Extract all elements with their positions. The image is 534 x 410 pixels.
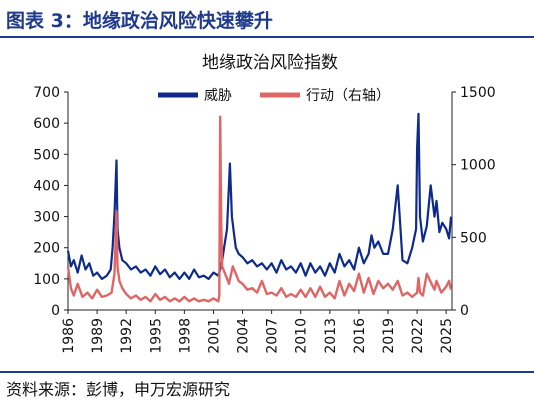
y-left-tick-label: 100: [33, 272, 60, 288]
plot-area: 0 100 200 300 400 500 600 700 0 500 1000 1500 1986 19…: [33, 85, 495, 354]
x-tick-label: 2007: [265, 318, 281, 354]
y-left-tick-label: 700: [33, 85, 60, 101]
legend-label-threat: 威胁: [204, 88, 232, 104]
footer-rule: [0, 371, 534, 373]
legend: 威胁 行动（右轴）: [158, 88, 390, 104]
y-left-tick-label: 0: [51, 303, 60, 319]
x-tick-label: 2001: [206, 318, 222, 354]
x-tick-label: 2025: [439, 318, 455, 354]
x-tick-label: 1989: [90, 318, 106, 354]
y-left-tick-label: 200: [33, 241, 60, 257]
series-line-threat: [66, 112, 453, 280]
y-left-tick-label: 500: [33, 147, 60, 163]
y-left-tick-label: 300: [33, 210, 60, 226]
x-tick-label: 1995: [148, 318, 164, 354]
chart-title: 地缘政治风险指数: [202, 53, 338, 73]
x-tick-label: 1986: [61, 318, 77, 354]
geopolitical-risk-chart: 地缘政治风险指数 威胁 行动（右轴） 0 100 200 300 400 500 600 70…: [33, 53, 495, 354]
legend-label-act: 行动（右轴）: [306, 88, 390, 104]
figure-title: 图表 3：地缘政治风险快速攀升: [6, 10, 273, 32]
y-right-tick-label: 500: [460, 230, 487, 246]
series-line-act: [66, 115, 453, 303]
x-tick-label: 2010: [294, 318, 310, 354]
y-right-tick-label: 0: [460, 303, 469, 319]
y-left-tick-label: 400: [33, 178, 60, 194]
x-tick-label: 2004: [236, 318, 252, 354]
source-note: 资料来源：彭博，申万宏源研究: [6, 380, 231, 399]
x-tick-label: 2019: [381, 318, 397, 354]
figure-header: 图表 3：地缘政治风险快速攀升: [0, 0, 534, 40]
y-right-tick-label: 1000: [460, 158, 496, 174]
y-left-tick-label: 600: [33, 116, 60, 132]
x-tick-label: 2016: [352, 318, 368, 354]
y-right-tick-label: 1500: [460, 85, 496, 101]
x-tick-label: 2013: [323, 318, 339, 354]
x-tick-label: 1992: [119, 318, 135, 354]
x-tick-label: 1998: [177, 318, 193, 354]
x-tick-label: 2022: [410, 318, 426, 354]
title-rule: [0, 36, 534, 38]
